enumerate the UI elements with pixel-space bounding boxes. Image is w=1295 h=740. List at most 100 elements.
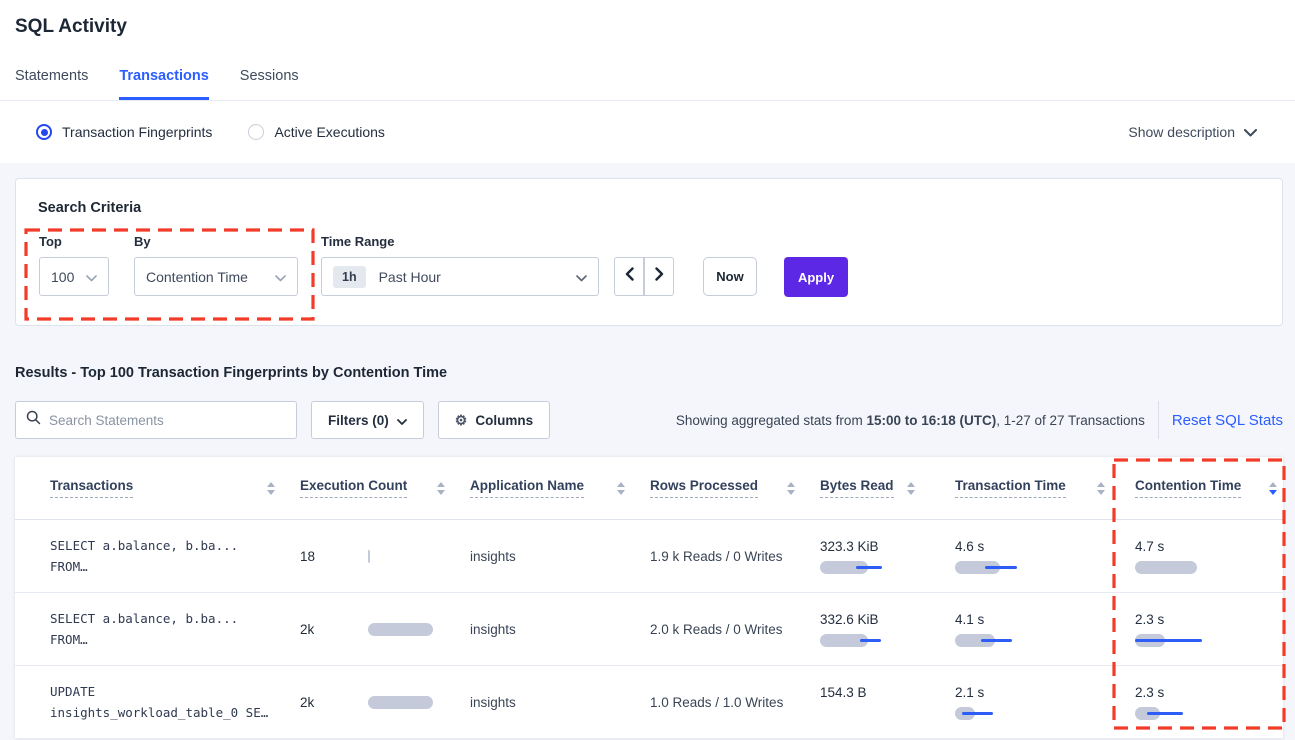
execution-count-cell: 18 [285,520,455,592]
columns-label: Columns [475,412,534,428]
column-header-application-name[interactable]: Application Name [455,478,635,498]
execution-count-cell: 2k [285,593,455,665]
toolbar-divider [1157,401,1159,439]
radio-label: Transaction Fingerprints [62,124,213,140]
column-header-rows-processed[interactable]: Rows Processed [635,478,805,498]
reset-sql-stats-link[interactable]: Reset SQL Stats [1171,411,1283,429]
bytes-read-bar [820,707,920,720]
column-header-transaction-time[interactable]: Transaction Time [925,478,1115,498]
apply-button[interactable]: Apply [784,257,848,297]
search-statements-input[interactable] [49,412,286,428]
top-select-value: 100 [51,268,75,285]
chevron-down-icon [1244,124,1257,140]
by-select[interactable]: Contention Time [134,257,298,296]
transaction-query-link[interactable]: UPDATE insights_workload_table_0 SE… [15,666,285,738]
time-pagination-group [614,257,674,296]
transaction-time-cell: 4.6 s [925,520,1115,592]
rows-processed-cell: 2.0 k Reads / 0 Writes [650,621,783,637]
rows-processed-cell: 1.0 Reads / 1.0 Writes [650,694,784,710]
bytes-read-cell: 323.3 KiB [805,520,925,592]
time-range-label: Time Range [321,234,395,249]
table-row[interactable]: UPDATE insights_workload_table_0 SE… 2k … [15,666,1283,739]
query-line: UPDATE [50,684,96,699]
chevron-down-icon [275,269,286,285]
view-mode-strip: Transaction Fingerprints Active Executio… [0,101,1295,163]
column-header-transactions[interactable]: Transactions [15,478,285,498]
filters-button[interactable]: Filters (0) [311,401,424,439]
contention-time-cell: 2.3 s [1115,666,1283,738]
sort-icon-active-desc[interactable] [1269,481,1277,495]
radio-unselected-icon [248,124,265,140]
show-description-toggle[interactable]: Show description [1128,124,1257,140]
transaction-query-link[interactable]: SELECT a.balance, b.ba... FROM… [15,593,285,665]
execution-count-bar [367,549,456,563]
transaction-query-link[interactable]: SELECT a.balance, b.ba... FROM… [15,520,285,592]
aggregated-stats-text: Showing aggregated stats from 15:00 to 1… [675,412,1145,428]
previous-time-button[interactable] [614,257,644,296]
contention-time-cell: 2.3 s [1115,593,1283,665]
page-header: SQL Activity Statements Transactions Ses… [0,0,1295,101]
chevron-down-icon [576,269,587,285]
chevron-down-icon [396,413,407,428]
search-statements-box [15,401,297,439]
by-label: By [134,234,151,249]
results-heading: Results - Top 100 Transaction Fingerprin… [15,365,448,381]
sort-icon[interactable] [907,481,915,495]
query-line: SELECT a.balance, b.ba... [50,611,239,626]
transaction-time-cell: 2.1 s [925,666,1115,738]
execution-count-bar [367,695,456,709]
radio-transaction-fingerprints[interactable]: Transaction Fingerprints [36,124,212,140]
radio-selected-icon [36,124,52,140]
page-title: SQL Activity [15,16,127,37]
time-range-field-group: Time Range 1h Past Hour [321,234,599,296]
column-header-execution-count[interactable]: Execution Count [285,478,455,498]
by-select-value: Contention Time [146,268,248,285]
gear-icon: ⚙ [454,412,468,428]
execution-count-cell: 2k [285,666,455,738]
time-range-value: Past Hour [378,268,441,285]
radio-active-executions[interactable]: Active Executions [248,124,385,140]
bytes-read-cell: 154.3 B [805,666,925,738]
column-header-contention-time[interactable]: Contention Time [1115,478,1283,498]
chevron-right-icon [654,267,664,286]
chevron-left-icon [625,267,634,286]
column-header-bytes-read[interactable]: Bytes Read [805,478,925,498]
tab-statements[interactable]: Statements [15,68,89,84]
sort-icon[interactable] [437,481,445,495]
query-line: insights_workload_table_0 SE… [50,705,269,720]
application-name-cell: insights [470,694,516,710]
sort-icon[interactable] [787,481,795,495]
bytes-read-cell: 332.6 KiB [805,593,925,665]
bytes-read-bar [820,633,920,647]
transaction-time-bar [955,560,1055,574]
now-button[interactable]: Now [703,257,757,296]
table-header-row: Transactions Execution Count Application… [15,457,1283,520]
chevron-down-icon [86,269,97,285]
tab-sessions[interactable]: Sessions [239,68,299,84]
transactions-table: Transactions Execution Count Application… [15,457,1286,739]
filters-label: Filters (0) [328,412,389,428]
sort-icon[interactable] [267,481,275,495]
contention-time-cell: 4.7 s [1115,520,1283,592]
sort-icon[interactable] [617,481,625,495]
top-select[interactable]: 100 [39,257,109,296]
transaction-time-bar [955,706,1055,720]
tab-transactions[interactable]: Transactions [119,68,209,100]
table-row[interactable]: SELECT a.balance, b.ba... FROM… 18 insig… [15,520,1283,593]
tab-bar: Statements Transactions Sessions [15,68,1280,100]
time-range-select[interactable]: 1h Past Hour [321,257,599,296]
columns-button[interactable]: ⚙ Columns [437,401,551,439]
application-name-cell: insights [470,621,516,637]
contention-time-bar [1135,633,1235,647]
time-range-value-wrap: 1h Past Hour [333,265,441,288]
query-line: FROM… [50,632,88,647]
application-name-cell: insights [470,548,516,564]
rows-processed-cell: 1.9 k Reads / 0 Writes [650,548,783,564]
table-row[interactable]: SELECT a.balance, b.ba... FROM… 2k insig… [15,593,1283,666]
sort-icon[interactable] [1097,481,1105,495]
time-range-badge: 1h [333,265,366,288]
execution-count-bar [367,622,456,636]
next-time-button[interactable] [644,257,674,296]
search-icon [26,410,41,430]
